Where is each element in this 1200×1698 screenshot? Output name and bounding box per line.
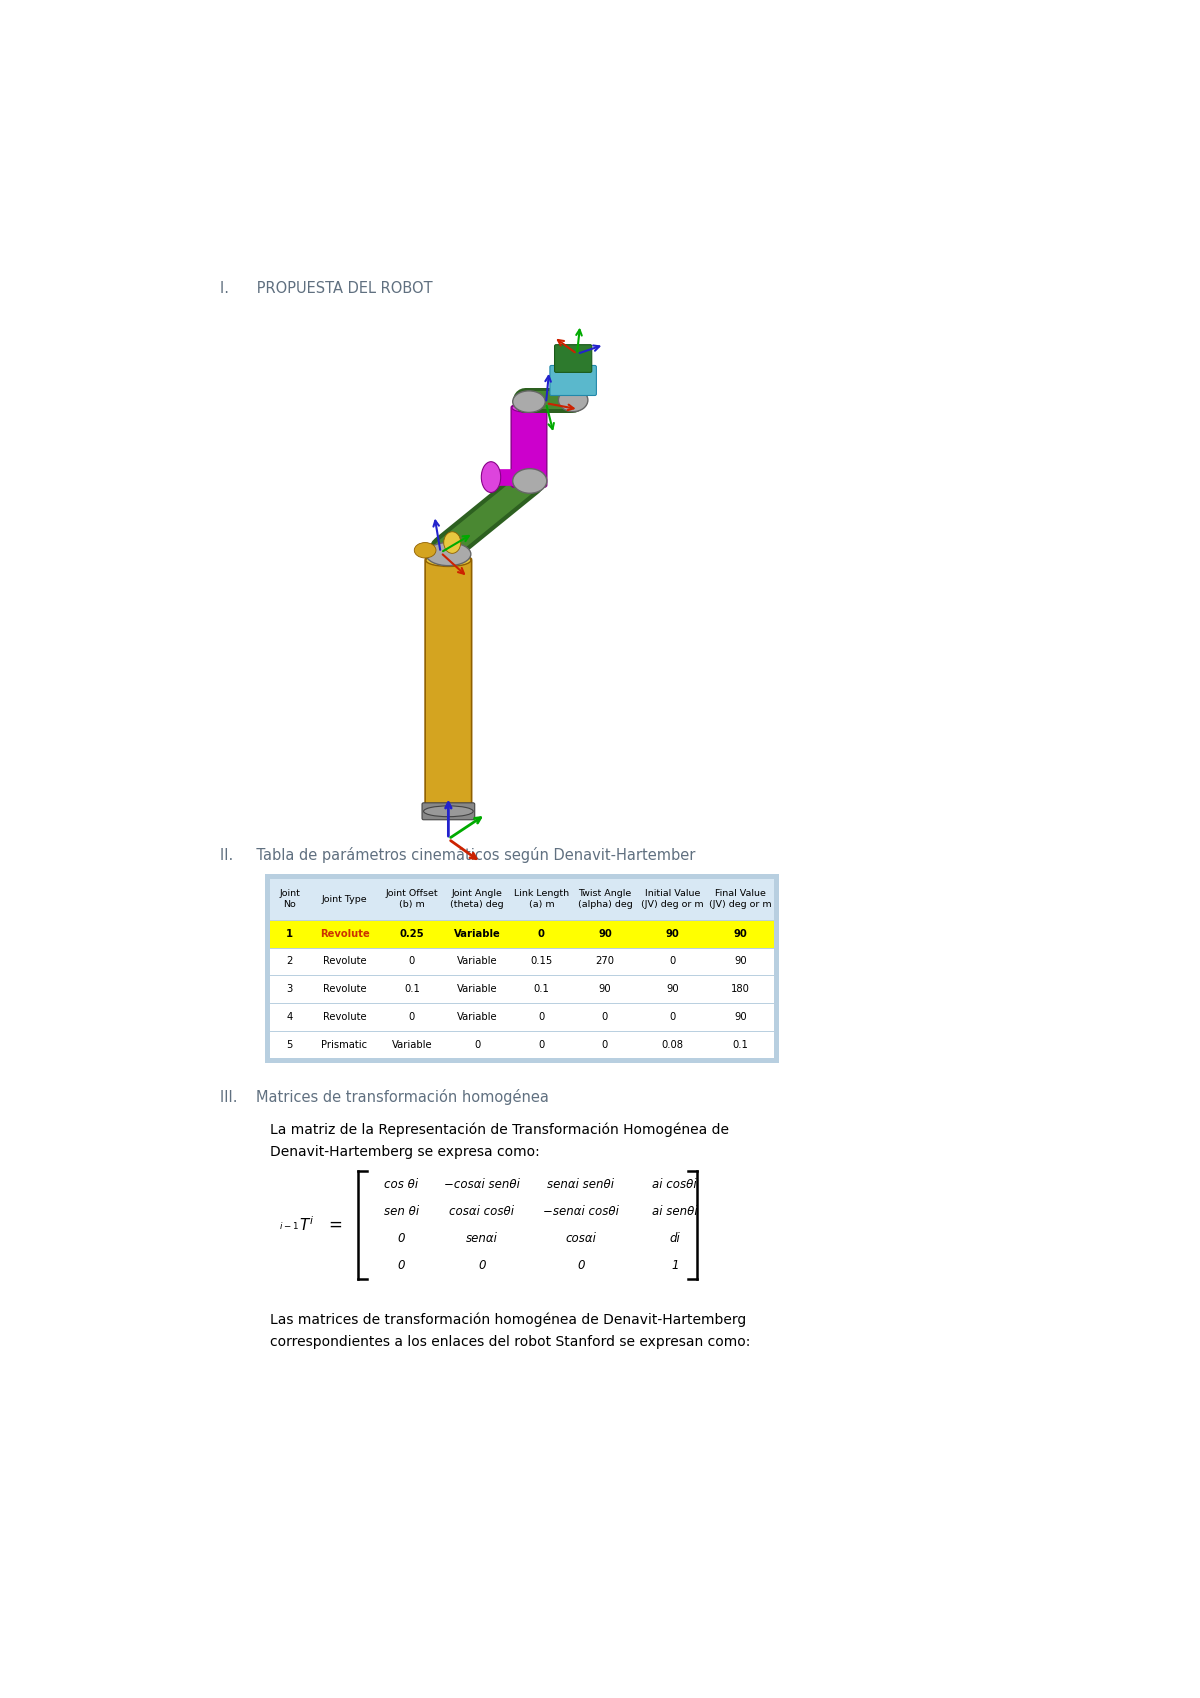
- Text: I.      PROPUESTA DEL ROBOT: I. PROPUESTA DEL ROBOT: [220, 280, 432, 295]
- Text: 0.1: 0.1: [733, 1039, 749, 1049]
- FancyBboxPatch shape: [422, 803, 475, 820]
- Text: Variable: Variable: [457, 1012, 497, 1022]
- Text: 0: 0: [577, 1258, 584, 1272]
- FancyBboxPatch shape: [270, 1004, 774, 1031]
- Text: 90: 90: [666, 929, 679, 939]
- Ellipse shape: [481, 462, 500, 492]
- Text: $T^{i}$: $T^{i}$: [299, 1216, 314, 1234]
- Text: Joint Angle
(theta) deg: Joint Angle (theta) deg: [450, 890, 504, 908]
- Text: 4: 4: [287, 1012, 293, 1022]
- Text: Joint Offset
(b) m: Joint Offset (b) m: [385, 890, 438, 908]
- FancyBboxPatch shape: [270, 1031, 774, 1058]
- FancyBboxPatch shape: [270, 975, 774, 1004]
- Text: 5: 5: [287, 1039, 293, 1049]
- FancyBboxPatch shape: [270, 920, 774, 947]
- Text: 0: 0: [409, 956, 415, 966]
- Text: 1: 1: [671, 1258, 678, 1272]
- Text: Variable: Variable: [457, 956, 497, 966]
- Ellipse shape: [424, 807, 473, 817]
- Text: II.     Tabla de parámetros cinemáticos según Denavit-Hartember: II. Tabla de parámetros cinemáticos segú…: [220, 847, 695, 864]
- Text: Link Length
(a) m: Link Length (a) m: [514, 890, 569, 908]
- Text: III.    Matrices de transformación homogénea: III. Matrices de transformación homogéne…: [220, 1088, 548, 1105]
- Text: 3: 3: [287, 985, 293, 993]
- Text: Variable: Variable: [391, 1039, 432, 1049]
- Ellipse shape: [558, 389, 588, 411]
- Text: Revolute: Revolute: [323, 1012, 366, 1022]
- Text: La matriz de la Representación de Transformación Homogénea de
Denavit-Hartemberg: La matriz de la Representación de Transf…: [270, 1122, 730, 1158]
- Text: 90: 90: [598, 929, 612, 939]
- Text: 0: 0: [670, 1012, 676, 1022]
- Ellipse shape: [444, 531, 461, 554]
- Text: 0.08: 0.08: [661, 1039, 683, 1049]
- Text: senαi senθi: senαi senθi: [547, 1178, 614, 1190]
- Text: −cosαi senθi: −cosαi senθi: [444, 1178, 520, 1190]
- Text: 0.25: 0.25: [400, 929, 425, 939]
- Ellipse shape: [426, 554, 470, 567]
- Text: 0.1: 0.1: [404, 985, 420, 993]
- Text: Twist Angle
(alpha) deg: Twist Angle (alpha) deg: [577, 890, 632, 908]
- FancyBboxPatch shape: [550, 365, 596, 396]
- Text: 0: 0: [539, 1012, 545, 1022]
- Text: Variable: Variable: [457, 985, 497, 993]
- FancyBboxPatch shape: [270, 947, 774, 975]
- FancyBboxPatch shape: [270, 878, 774, 920]
- Text: 0: 0: [474, 1039, 480, 1049]
- Text: 2: 2: [287, 956, 293, 966]
- Text: 270: 270: [595, 956, 614, 966]
- Text: Final Value
(JV) deg or m: Final Value (JV) deg or m: [709, 890, 772, 908]
- Text: sen θi: sen θi: [384, 1206, 419, 1217]
- Text: Revolute: Revolute: [323, 956, 366, 966]
- Text: Revolute: Revolute: [319, 929, 370, 939]
- Text: 180: 180: [731, 985, 750, 993]
- Text: 90: 90: [733, 929, 748, 939]
- Text: 0: 0: [670, 956, 676, 966]
- Ellipse shape: [426, 543, 470, 565]
- FancyBboxPatch shape: [511, 406, 547, 487]
- Text: 0: 0: [601, 1039, 608, 1049]
- Text: cosαi cosθi: cosαi cosθi: [449, 1206, 515, 1217]
- Text: 0.15: 0.15: [530, 956, 552, 966]
- Text: 90: 90: [666, 985, 679, 993]
- Ellipse shape: [414, 543, 436, 559]
- Text: 90: 90: [599, 985, 611, 993]
- Text: Initial Value
(JV) deg or m: Initial Value (JV) deg or m: [641, 890, 703, 908]
- Text: Joint
No: Joint No: [280, 890, 300, 908]
- Text: −senαi cosθi: −senαi cosθi: [542, 1206, 619, 1217]
- Text: 0: 0: [539, 1039, 545, 1049]
- Text: Las matrices de transformación homogénea de Denavit-Hartemberg
correspondientes : Las matrices de transformación homogénea…: [270, 1313, 750, 1348]
- Text: di: di: [670, 1231, 680, 1245]
- Text: 0: 0: [478, 1258, 486, 1272]
- Text: =: =: [329, 1216, 342, 1234]
- Ellipse shape: [512, 469, 547, 494]
- Text: 0: 0: [538, 929, 545, 939]
- Text: 90: 90: [734, 956, 746, 966]
- Ellipse shape: [512, 391, 545, 413]
- Text: cosαi: cosαi: [565, 1231, 596, 1245]
- Text: Variable: Variable: [454, 929, 500, 939]
- Text: 0.1: 0.1: [534, 985, 550, 993]
- Text: 0: 0: [397, 1231, 404, 1245]
- Text: 0: 0: [601, 1012, 608, 1022]
- Text: ai senθi: ai senθi: [652, 1206, 697, 1217]
- Text: Prismatic: Prismatic: [322, 1039, 367, 1049]
- Text: 1: 1: [286, 929, 293, 939]
- Text: ai cosθi: ai cosθi: [653, 1178, 697, 1190]
- FancyBboxPatch shape: [425, 557, 472, 810]
- Text: 90: 90: [734, 1012, 746, 1022]
- Text: 0: 0: [397, 1258, 404, 1272]
- Ellipse shape: [512, 402, 546, 413]
- Text: Joint Type: Joint Type: [322, 895, 367, 903]
- FancyBboxPatch shape: [265, 874, 779, 1063]
- Text: Revolute: Revolute: [323, 985, 366, 993]
- FancyBboxPatch shape: [554, 345, 592, 372]
- Text: cos θi: cos θi: [384, 1178, 418, 1190]
- Text: 0: 0: [409, 1012, 415, 1022]
- Text: senαi: senαi: [466, 1231, 498, 1245]
- Text: $_{i-1}$: $_{i-1}$: [278, 1217, 299, 1231]
